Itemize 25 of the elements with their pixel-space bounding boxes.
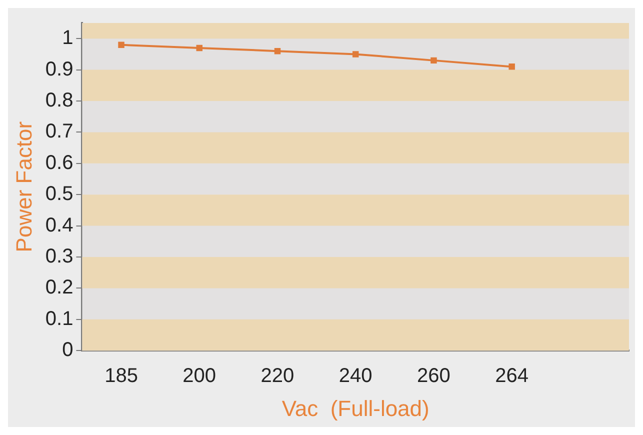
x-tick-label: 264 xyxy=(495,365,529,388)
point xyxy=(274,48,281,54)
y-tick-label: 0.5 xyxy=(45,183,74,206)
x-axis-title: Vac (Full-load) xyxy=(282,396,430,421)
y-tick-label: 0.3 xyxy=(45,246,74,268)
point xyxy=(430,57,437,64)
x-tick-label: 260 xyxy=(417,365,450,388)
x-tick-label: 185 xyxy=(104,365,138,388)
y-tick-label: 0.1 xyxy=(45,308,74,330)
point xyxy=(118,42,124,48)
y-tick-label: 0.4 xyxy=(45,214,74,236)
y-tick-label: 0.9 xyxy=(45,58,74,80)
y-tick-label: 0 xyxy=(62,339,74,362)
x-tick-label: 200 xyxy=(182,365,216,388)
y-axis-title: Power Factor xyxy=(11,121,36,252)
point xyxy=(196,44,202,52)
y-tick-label: 0.2 xyxy=(45,276,74,299)
y-tick-label: 0.7 xyxy=(45,120,74,143)
point xyxy=(352,51,359,58)
y-tick-label: 0.6 xyxy=(45,152,74,174)
y-tick-label: 1 xyxy=(62,27,74,50)
x-tick-label: 220 xyxy=(260,365,294,388)
y-tick-label: 0.8 xyxy=(45,90,74,112)
point xyxy=(508,64,515,70)
x-tick-label: 240 xyxy=(338,365,372,388)
